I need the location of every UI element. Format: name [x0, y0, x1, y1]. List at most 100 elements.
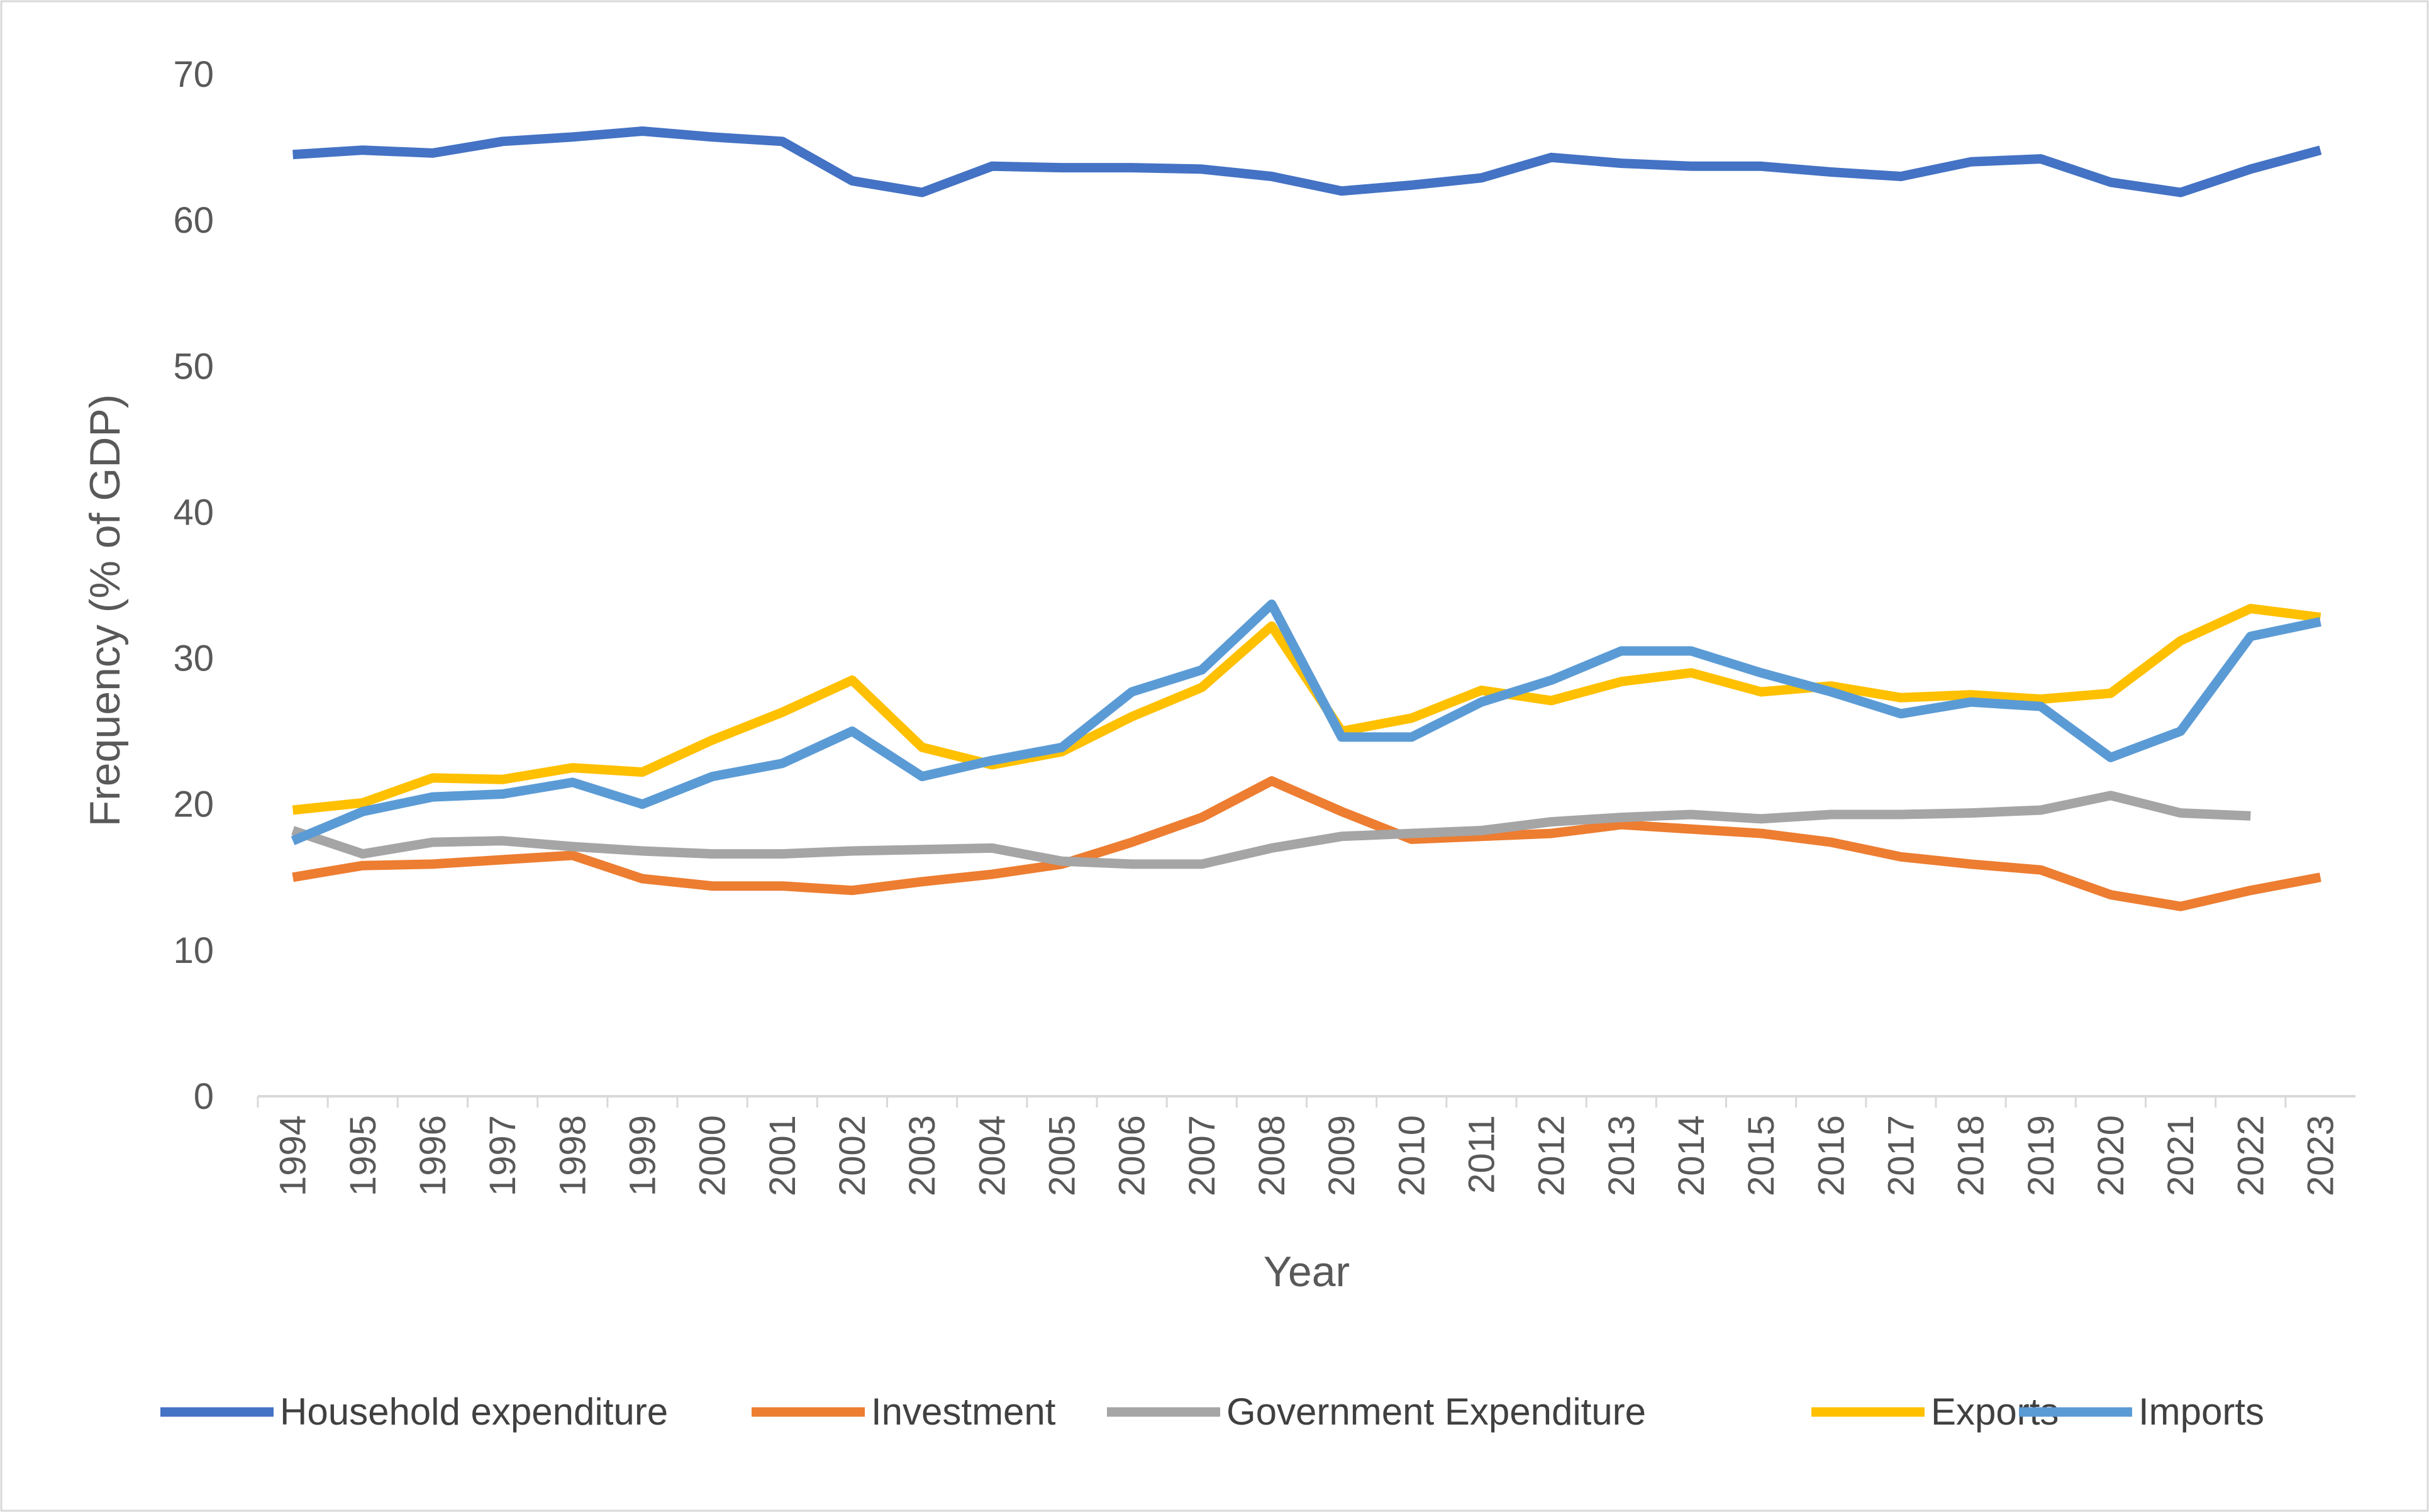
x-tick-label: 2014 — [1671, 1115, 1712, 1196]
data-point — [292, 154, 294, 155]
data-point — [1830, 691, 1831, 692]
data-point — [362, 853, 364, 855]
x-tick-label: 2017 — [1881, 1115, 1921, 1196]
data-point — [921, 776, 923, 777]
x-tick-label: 1994 — [273, 1115, 314, 1196]
data-point — [642, 772, 643, 773]
x-tick-label: 2006 — [1112, 1115, 1153, 1196]
data-point — [1621, 817, 1622, 818]
y-axis-title: Frequency (% of GDP) — [81, 394, 129, 827]
y-tick-label: 70 — [173, 54, 214, 95]
data-point — [502, 141, 503, 142]
data-point — [852, 850, 853, 852]
data-point — [1900, 814, 1901, 815]
data-point — [782, 886, 783, 887]
data-point — [642, 131, 643, 132]
x-tick-label: 2012 — [1531, 1115, 1572, 1196]
x-tick-label: 2022 — [2230, 1115, 2271, 1196]
legend-label: Government Expenditure — [1226, 1391, 1646, 1433]
legend-item: Investment — [752, 1391, 1056, 1433]
data-point — [432, 777, 433, 779]
data-point — [2250, 890, 2251, 891]
data-point — [2250, 608, 2251, 609]
x-tick-label: 2021 — [2160, 1115, 2201, 1196]
data-point — [1900, 856, 1901, 857]
data-point — [572, 767, 573, 769]
data-point — [1201, 169, 1203, 170]
data-point — [1061, 860, 1062, 862]
data-point — [1131, 842, 1133, 843]
data-point — [2320, 150, 2321, 151]
legend-label: Household expenditure — [280, 1391, 668, 1433]
x-tick-label: 2015 — [1741, 1115, 1782, 1196]
series-line-government-expenditure — [291, 791, 2251, 869]
x-tick-label: 1997 — [482, 1115, 523, 1196]
data-point — [1621, 824, 1622, 825]
data-point — [292, 840, 294, 842]
x-tick-label: 2009 — [1321, 1115, 1362, 1196]
data-point — [572, 782, 573, 783]
data-point — [1970, 701, 1972, 703]
data-point — [572, 846, 573, 847]
x-tick-label: 2007 — [1182, 1115, 1223, 1196]
y-tick-label: 0 — [194, 1076, 214, 1117]
data-point — [1760, 833, 1762, 834]
data-point — [852, 890, 853, 891]
data-point — [2040, 869, 2042, 870]
data-point — [432, 152, 433, 153]
legend-label: Imports — [2138, 1391, 2264, 1433]
data-point — [2110, 757, 2111, 758]
data-point — [1271, 626, 1272, 627]
data-point — [1271, 604, 1272, 605]
series-line-household-expenditure — [292, 126, 2322, 197]
data-point — [1481, 177, 1482, 179]
data-point — [1970, 694, 1972, 696]
data-point — [642, 878, 643, 879]
data-point — [2040, 699, 2042, 700]
x-axis-title: Year — [1264, 1248, 1350, 1296]
data-point — [1970, 813, 1972, 814]
y-tick-label: 10 — [173, 930, 214, 971]
x-tick-label: 2004 — [972, 1115, 1013, 1196]
data-point — [502, 793, 503, 794]
data-point — [1271, 847, 1272, 848]
data-point — [502, 840, 503, 842]
data-point — [782, 141, 783, 142]
y-tick-label: 50 — [173, 346, 214, 387]
data-point — [2320, 617, 2321, 618]
data-point — [2180, 640, 2181, 642]
x-axis: 1994 1995 1996 1997 1998 1999 2000 2001 2002 2003… — [257, 1096, 2341, 1196]
data-point — [991, 760, 992, 761]
data-point — [1691, 828, 1692, 830]
data-point — [1691, 165, 1692, 167]
y-axis: 0 10 20 30 40 50 60 70 — [173, 54, 214, 1117]
x-tick-label: 1999 — [622, 1115, 663, 1196]
data-point — [502, 779, 503, 780]
data-point — [1551, 679, 1552, 681]
data-point — [1970, 864, 1972, 865]
data-point — [1691, 672, 1692, 674]
data-point — [712, 853, 713, 855]
data-point — [1061, 167, 1062, 169]
data-point — [2180, 731, 2181, 732]
data-point — [1900, 176, 1901, 177]
data-point — [1830, 842, 1831, 843]
data-point — [292, 809, 294, 811]
data-point — [502, 859, 503, 860]
data-point — [2110, 795, 2111, 796]
data-point — [1201, 669, 1203, 670]
data-point — [1481, 701, 1482, 703]
data-point — [1131, 167, 1133, 169]
data-point — [1411, 833, 1412, 834]
data-point — [921, 881, 923, 882]
data-point — [432, 864, 433, 865]
data-point — [921, 192, 923, 193]
data-point — [2040, 158, 2042, 160]
data-point — [1760, 165, 1762, 167]
data-point — [1621, 163, 1622, 164]
data-point — [1341, 811, 1342, 812]
y-tick-label: 20 — [173, 784, 214, 825]
legend-item: Household expenditure — [160, 1391, 668, 1433]
data-point — [2250, 169, 2251, 170]
